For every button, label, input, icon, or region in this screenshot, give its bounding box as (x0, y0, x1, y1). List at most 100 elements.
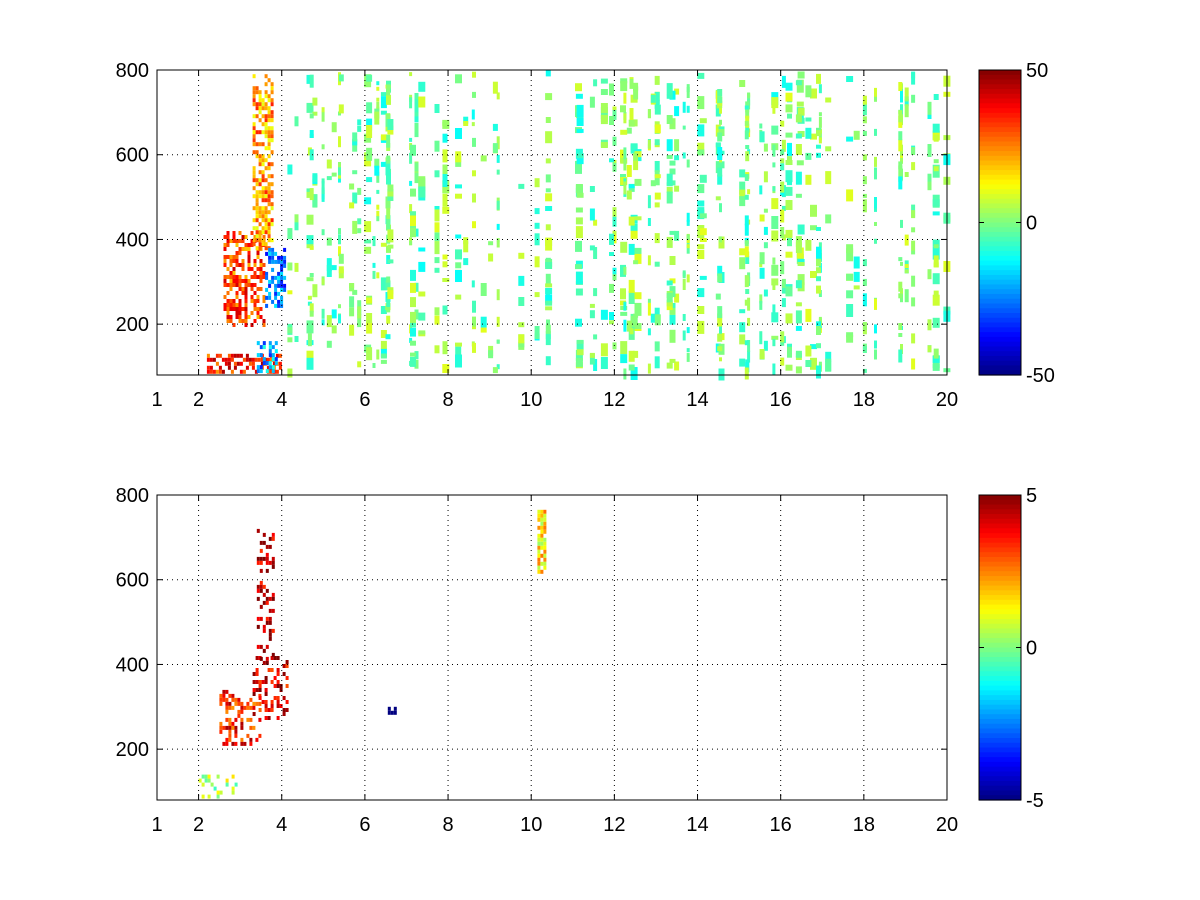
cell (380, 161, 387, 167)
cell (282, 672, 286, 676)
cell (241, 307, 245, 311)
cell (248, 361, 252, 366)
cell (537, 517, 541, 522)
cell (264, 186, 268, 191)
cell (620, 264, 626, 277)
cell (270, 102, 274, 107)
cell (256, 644, 260, 649)
cell (434, 345, 440, 354)
cell (669, 314, 676, 325)
cell (654, 192, 661, 200)
cell (898, 293, 903, 299)
cell (797, 274, 805, 286)
colorbar-segment (979, 790, 1021, 796)
cell (682, 330, 686, 341)
cell (245, 365, 249, 370)
cell (933, 159, 939, 164)
cell (366, 313, 373, 323)
cell (647, 195, 651, 209)
cell (258, 717, 262, 722)
cell (234, 729, 238, 734)
cell (241, 235, 245, 239)
cell (414, 99, 419, 113)
cell (480, 327, 487, 333)
cell (816, 73, 821, 84)
cell (204, 778, 208, 783)
cell (697, 207, 705, 220)
cell (540, 561, 544, 566)
cell (264, 106, 268, 111)
colorbar-segment (979, 160, 1021, 166)
cell (228, 733, 232, 738)
cell (933, 244, 939, 249)
cell (243, 705, 247, 710)
cell (267, 190, 271, 195)
cell (537, 565, 541, 570)
colorbar-segment (979, 217, 1021, 224)
cell (686, 274, 690, 283)
y-tick-label: 200 (116, 314, 149, 336)
cell (259, 259, 263, 263)
cell (609, 312, 614, 320)
cell (623, 192, 627, 197)
cell (933, 134, 939, 142)
cell (434, 104, 440, 113)
cell (545, 273, 551, 286)
cell (816, 343, 821, 349)
colorbar-segment (979, 609, 1021, 615)
cell (904, 264, 909, 268)
cell (267, 238, 271, 243)
cell (225, 689, 229, 694)
cell (270, 708, 274, 712)
cell (410, 327, 416, 337)
cell (271, 345, 275, 350)
y-tick-label: 800 (116, 485, 149, 507)
cell (669, 230, 676, 235)
colorbar-segment (979, 642, 1021, 649)
cell (609, 83, 614, 96)
cell (759, 300, 763, 310)
x-tick-label: 14 (686, 389, 708, 411)
cell (252, 122, 256, 127)
cell (253, 303, 257, 307)
cell (252, 186, 256, 191)
cell (620, 300, 626, 306)
colorbar-segment (979, 189, 1021, 195)
cell (862, 293, 867, 307)
cell (739, 358, 746, 367)
cell (463, 237, 469, 245)
cell (287, 337, 293, 343)
cell (387, 229, 394, 243)
cell (245, 353, 249, 358)
cell (250, 311, 254, 315)
cell (265, 275, 269, 280)
colorbar-segment (979, 84, 1021, 90)
colorbar-segment (979, 733, 1021, 739)
cell (380, 353, 387, 359)
cell (717, 265, 723, 276)
cell (874, 87, 877, 100)
cell (239, 361, 243, 366)
cell (244, 311, 248, 315)
cell (279, 684, 283, 688)
cell (338, 104, 344, 114)
cell (719, 357, 722, 362)
cell (357, 361, 362, 368)
cell (771, 216, 779, 229)
cell (650, 94, 656, 103)
cell (258, 90, 262, 95)
cell (763, 171, 768, 183)
cell (771, 335, 779, 340)
colorbar-tick-label: 0 (1026, 638, 1037, 660)
cell (226, 291, 230, 295)
cell (226, 319, 230, 323)
cell (258, 684, 262, 688)
cell (543, 537, 547, 542)
cell (380, 242, 387, 247)
cell (795, 114, 802, 123)
cell (222, 689, 226, 694)
feature-strip (537, 509, 547, 574)
cell (480, 283, 487, 296)
cell (252, 692, 256, 696)
